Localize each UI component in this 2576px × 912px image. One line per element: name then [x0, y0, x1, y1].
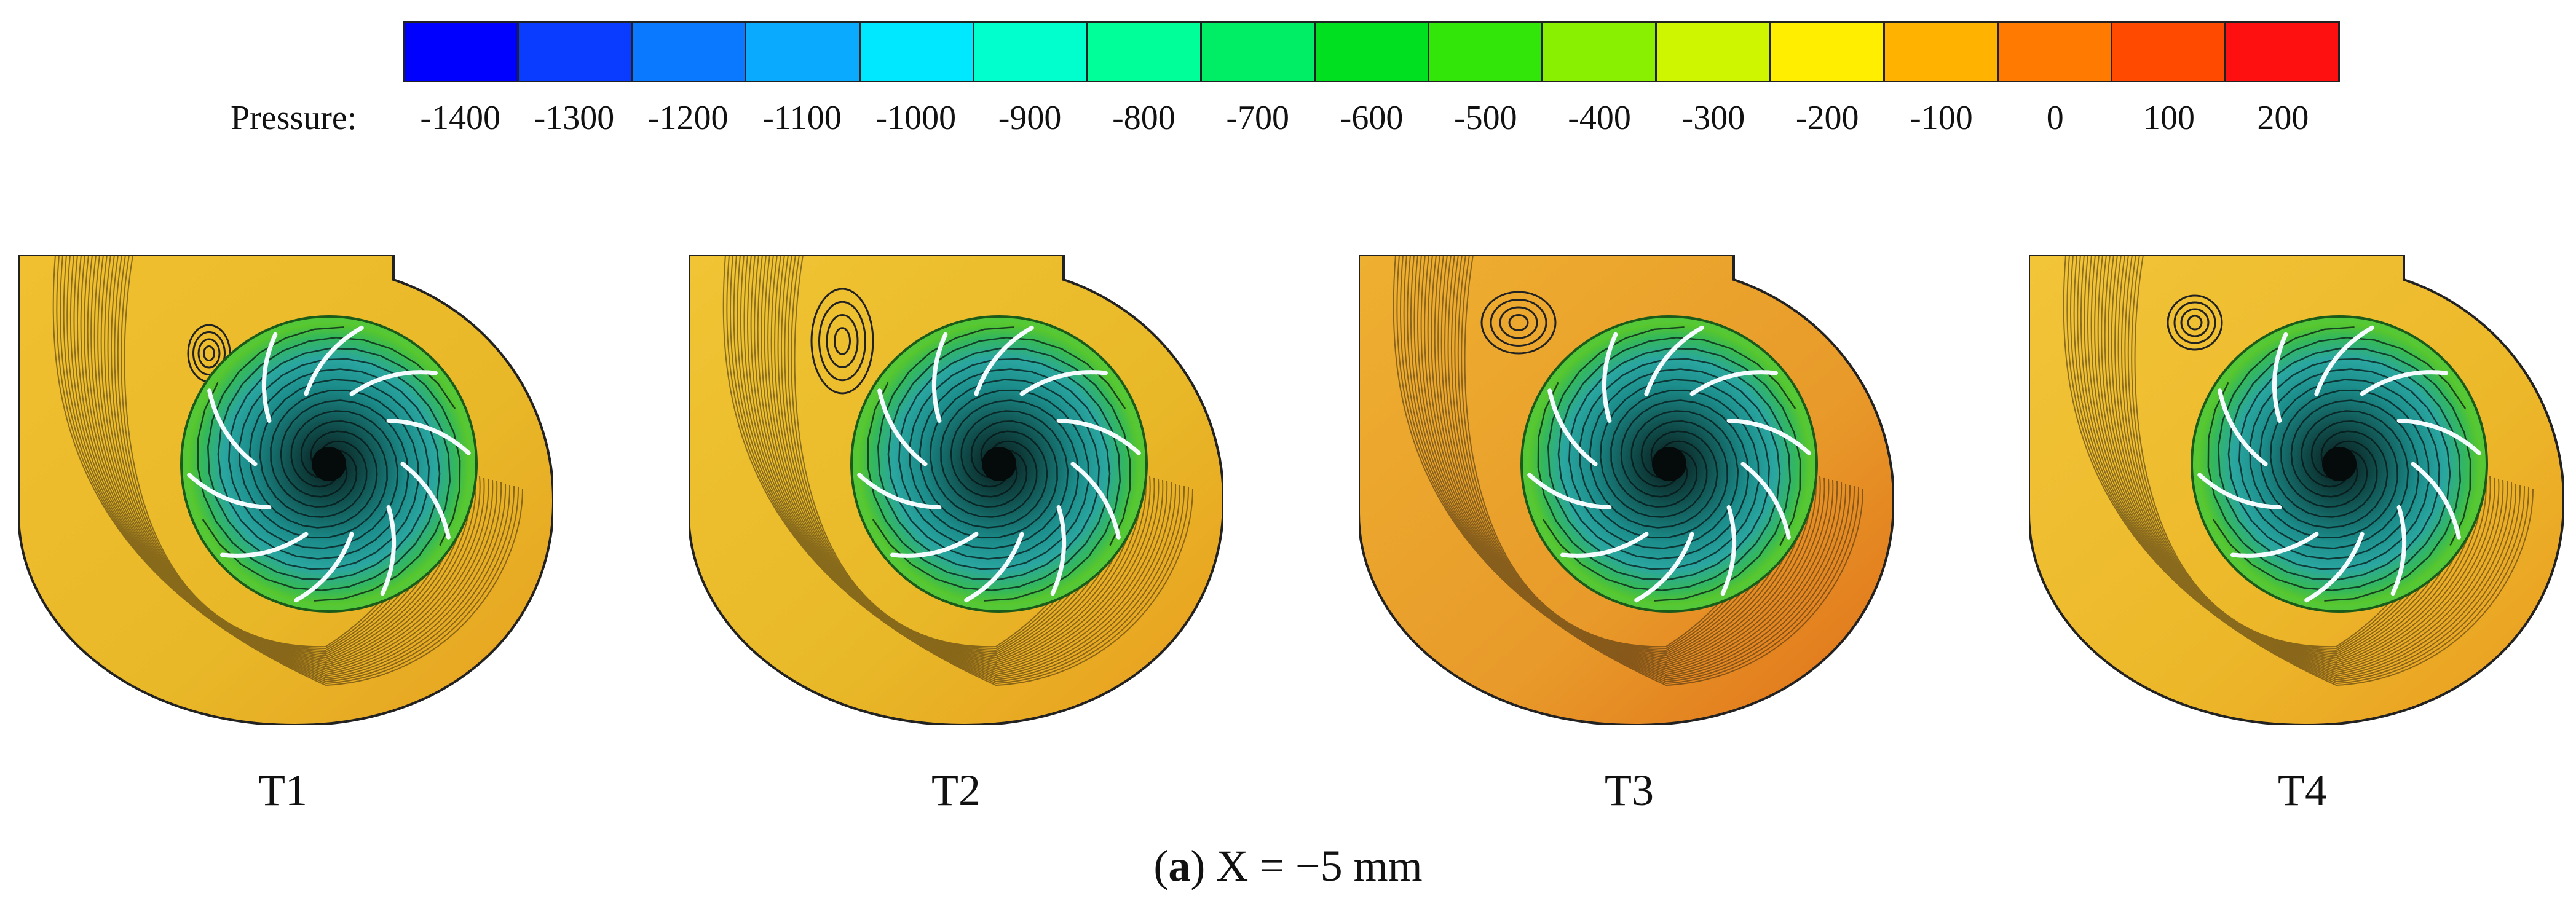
- colorbar-tick-label: -200: [1795, 99, 1859, 137]
- caption-letter: a: [1168, 841, 1191, 890]
- colorbar-tick-label: -1100: [762, 99, 842, 137]
- colorbar-tick-label: -1300: [534, 99, 615, 137]
- colorbar-tick-label: 200: [2257, 99, 2309, 137]
- colorbar-swatch: [974, 23, 1088, 81]
- volute-contour-plot: [18, 255, 553, 725]
- colorbar-swatch: [405, 23, 520, 81]
- colorbar-tick-label: -400: [1568, 99, 1631, 137]
- contour-panel-t3: [1359, 255, 1894, 725]
- volute-contour-plot: [1359, 255, 1894, 725]
- colorbar-swatch: [1316, 23, 1430, 81]
- colorbar-swatch: [1884, 23, 1999, 81]
- colorbar-tick-label: -300: [1681, 99, 1745, 137]
- colorbar-tick-label: 0: [2046, 99, 2064, 137]
- colorbar-swatch: [1088, 23, 1202, 81]
- colorbar-swatch: [1998, 23, 2112, 81]
- colorbar-tick-label: 100: [2143, 99, 2195, 137]
- volute-contour-plot: [689, 255, 1223, 725]
- colorbar-tick-label: -800: [1112, 99, 1175, 137]
- colorbar-swatch: [1657, 23, 1771, 81]
- pressure-tick-labels: -1400 -1300 -1200 -1100 -1000 -900 -800 -700 -60…: [403, 98, 2340, 141]
- colorbar-swatch: [633, 23, 747, 81]
- colorbar-swatch: [2112, 23, 2226, 81]
- colorbar-swatch: [746, 23, 861, 81]
- contour-panel-t2: [689, 255, 1223, 725]
- contour-panel-t1: [18, 255, 553, 725]
- colorbar-swatch: [1771, 23, 1885, 81]
- caption-text: X = −5 mm: [1205, 841, 1423, 890]
- colorbar-swatch: [1429, 23, 1544, 81]
- colorbar-tick-label: -1400: [420, 99, 500, 137]
- contour-panel-t4: [2029, 255, 2564, 725]
- volute-contour-plot: [2029, 255, 2564, 725]
- panel-label-t4: T4: [2278, 766, 2327, 815]
- colorbar-tick-label: -1000: [875, 99, 957, 137]
- pressure-legend-label: Pressure:: [231, 99, 357, 137]
- colorbar-tick-label: -700: [1226, 99, 1290, 137]
- colorbar-tick-label: -1200: [647, 99, 729, 137]
- panel-label-t2: T2: [931, 766, 981, 815]
- panel-label-t3: T3: [1605, 766, 1654, 815]
- colorbar-swatch: [519, 23, 633, 81]
- colorbar-tick-label: -600: [1340, 99, 1404, 137]
- figure-caption: (a) X = −5 mm: [1153, 841, 1423, 890]
- colorbar-swatch: [1201, 23, 1316, 81]
- colorbar-tick-label: -100: [1910, 99, 1973, 137]
- colorbar-swatch: [860, 23, 974, 81]
- pressure-colorbar: [403, 21, 2340, 82]
- colorbar-swatch: [2226, 23, 2339, 81]
- colorbar-swatch: [1543, 23, 1657, 81]
- colorbar-tick-label: -900: [998, 99, 1062, 137]
- panel-label-t1: T1: [258, 766, 307, 815]
- colorbar-tick-label: -500: [1453, 99, 1517, 137]
